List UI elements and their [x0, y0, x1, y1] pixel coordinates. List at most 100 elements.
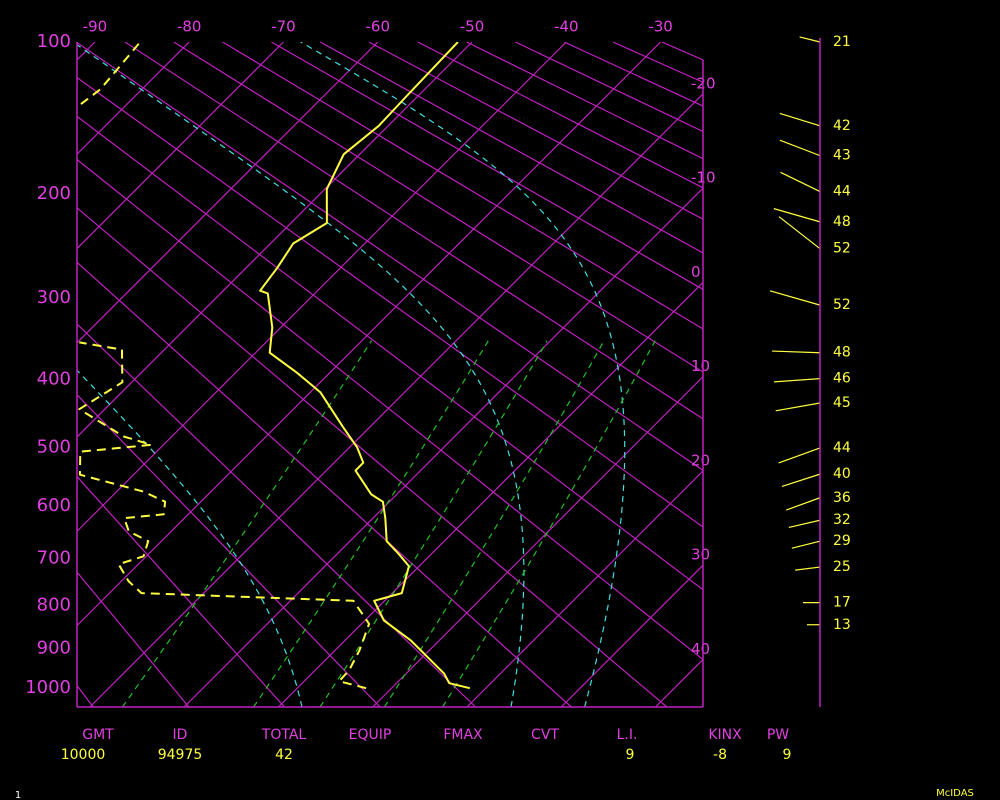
moist-adiabat [77, 44, 525, 707]
dry-adiabat [222, 42, 703, 330]
isotherm-label: 10 [691, 357, 710, 375]
dry-adiabat [417, 42, 703, 189]
y-tick-label: 400 [37, 368, 71, 389]
isotherm-label: 20 [691, 451, 710, 469]
wind-speed-label: 42 [833, 118, 851, 134]
temperature-line [259, 42, 471, 690]
index-value: -8 [713, 747, 727, 763]
isotherm-label: 40 [691, 640, 710, 658]
wind-vector [778, 447, 821, 464]
dry-adiabat [77, 115, 703, 591]
frame-number: 1 [15, 790, 21, 800]
wind-speed-label: 17 [833, 595, 851, 611]
dry-adiabat [124, 42, 703, 420]
wind-vector [795, 566, 821, 571]
software-label: McIDAS [936, 788, 974, 799]
isotherm-label: -30 [648, 18, 673, 36]
dry-adiabat [77, 571, 190, 707]
index-label: PW [767, 727, 789, 743]
isotherm [466, 470, 703, 707]
wind-speed-label: 32 [833, 512, 851, 528]
y-tick-label: 1000 [25, 677, 71, 698]
index-label: CVT [531, 727, 559, 743]
dry-adiabat [77, 158, 703, 661]
isotherm-label: 0 [691, 263, 701, 281]
dry-adiabat [77, 323, 477, 707]
index-label: GMT [82, 727, 114, 743]
dry-adiabat [271, 42, 703, 291]
wind-speed-label: 25 [833, 559, 851, 575]
dry-adiabat [319, 42, 703, 254]
isotherm [77, 42, 567, 533]
y-tick-label: 900 [37, 637, 71, 658]
wind-vector [779, 139, 821, 157]
wind-vector [781, 473, 821, 488]
wind-vector [791, 540, 821, 549]
wind-speed-label: 48 [833, 345, 851, 361]
wind-vector [775, 402, 821, 412]
wind-vector [799, 36, 821, 43]
y-tick-label: 100 [37, 31, 71, 52]
wind-vector [785, 497, 821, 511]
index-value: 94975 [158, 747, 203, 763]
wind-vector [773, 208, 821, 223]
index-value: 9 [783, 747, 792, 763]
wind-vector [772, 350, 821, 354]
dry-adiabat [77, 475, 285, 707]
isotherm [77, 42, 661, 627]
index-label: TOTAL [261, 727, 307, 743]
isotherm-label: -40 [554, 18, 579, 36]
isotherm-label: -90 [83, 18, 108, 36]
dry-adiabat [77, 42, 703, 472]
guide-lines [77, 42, 703, 707]
wind-speed-label: 52 [833, 297, 851, 313]
wind-speed-label: 40 [833, 466, 851, 482]
dry-adiabat [77, 76, 703, 528]
wind-speed-label: 43 [833, 148, 851, 164]
wind-speed-label: 13 [833, 617, 851, 633]
y-tick-label: 300 [37, 287, 71, 308]
wind-speed-label: 46 [833, 371, 851, 387]
dry-adiabat [466, 42, 703, 160]
wind-speed-label: 44 [833, 440, 851, 456]
index-value: 42 [275, 747, 293, 763]
mixing-ratio-line [319, 340, 548, 707]
dry-adiabat [368, 42, 703, 220]
dry-adiabat [77, 261, 572, 707]
isotherm-label: -70 [271, 18, 296, 36]
y-tick-label: 700 [37, 547, 71, 568]
isotherm [372, 375, 703, 707]
index-value: 10000 [61, 747, 106, 763]
mixing-ratio-line [253, 340, 489, 707]
index-label: EQUIP [349, 727, 392, 743]
y-tick-label: 200 [37, 183, 71, 204]
y-tick-label: 600 [37, 495, 71, 516]
profiles [78, 42, 471, 690]
dry-adiabat [77, 207, 668, 707]
wind-vector [780, 171, 821, 193]
isotherm [77, 42, 284, 250]
wind-vector [778, 216, 821, 250]
wind-vector [779, 112, 821, 127]
wind-speed-label: 44 [833, 184, 851, 200]
wind-vector [769, 290, 821, 306]
y-tick-label: 500 [37, 436, 71, 457]
index-label: KINX [708, 727, 742, 743]
isotherm-label: -60 [365, 18, 390, 36]
wind-speed-label: 45 [833, 395, 851, 411]
index-label: ID [173, 727, 188, 743]
dewpoint-line [78, 42, 371, 690]
isotherm [77, 42, 190, 156]
isotherm [77, 42, 473, 438]
wind-vector [774, 378, 821, 383]
mixing-ratio-line [121, 340, 373, 707]
dry-adiabat [173, 42, 703, 373]
index-label: L.I. [617, 727, 638, 743]
wind-speed-label: 48 [833, 214, 851, 230]
isotherm-label: -80 [177, 18, 202, 36]
wind-speed-label: 29 [833, 533, 851, 549]
wind-vector [788, 519, 821, 529]
y-tick-label: 800 [37, 594, 71, 615]
